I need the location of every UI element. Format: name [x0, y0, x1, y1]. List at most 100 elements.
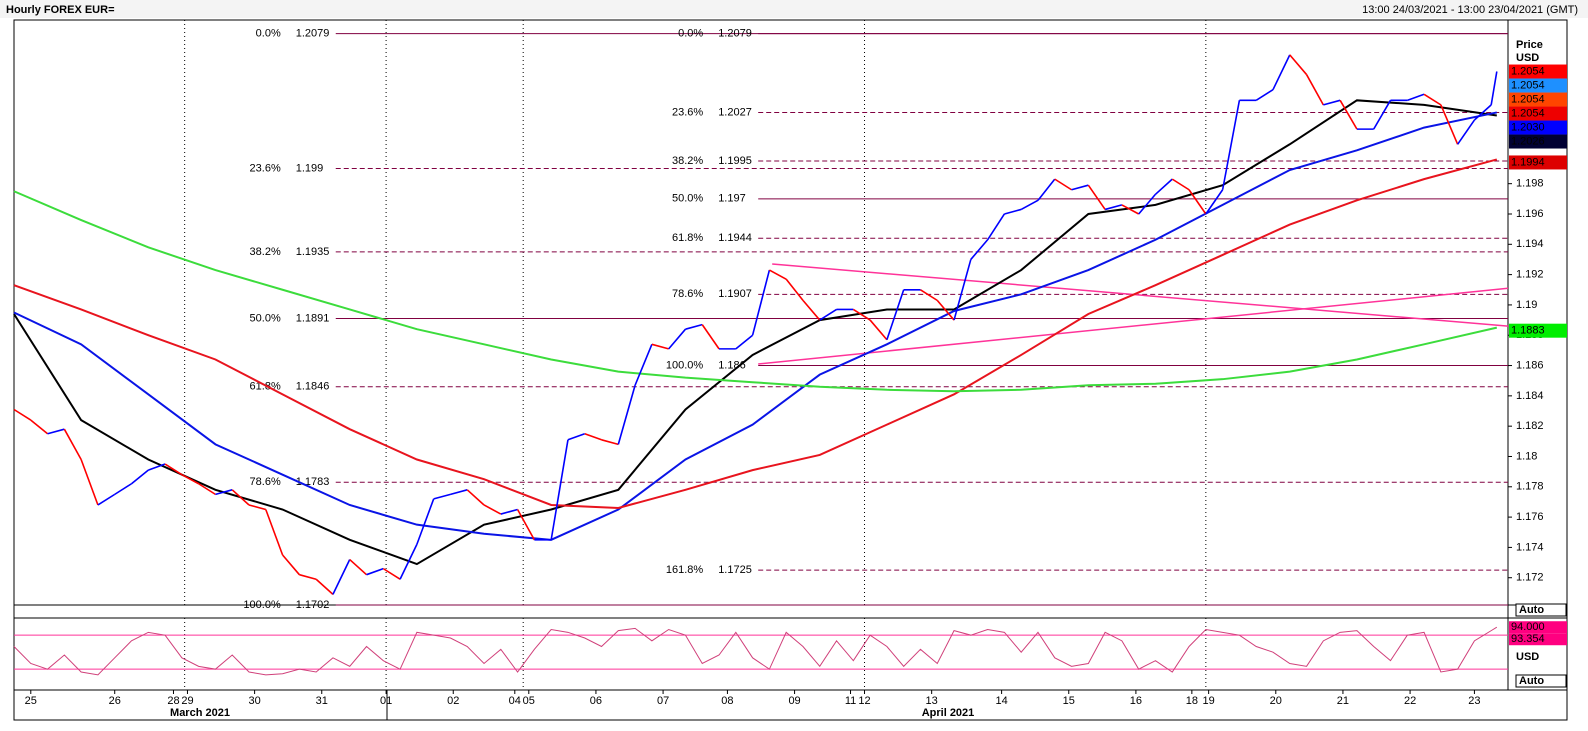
fib-value: 1.1846 — [296, 381, 330, 393]
frame — [13, 19, 1568, 721]
x-tick-label: 14 — [995, 695, 1007, 707]
price-move — [416, 498, 435, 545]
auto-button[interactable] — [1515, 603, 1567, 617]
price-move — [1305, 74, 1325, 106]
x-tick-label: 06 — [590, 695, 602, 707]
price-move — [1423, 93, 1442, 106]
price-move — [399, 544, 418, 580]
fib-value: 1.1995 — [718, 155, 752, 167]
price-tag-label: 1.2030 — [1511, 121, 1545, 133]
price-move — [651, 343, 669, 350]
y-tick-label: 1.176 — [1516, 511, 1544, 523]
y-tick-label: 1.186 — [1516, 359, 1544, 371]
y-tick-label: 1.19 — [1516, 299, 1537, 311]
fib-value: 1.2027 — [718, 106, 752, 118]
price-move — [265, 509, 284, 556]
y-tick-label: 1.182 — [1516, 420, 1544, 432]
price-move — [802, 299, 821, 321]
price-move — [231, 489, 250, 506]
price-move — [785, 278, 804, 301]
price-move — [97, 493, 116, 506]
currency-label: USD — [1516, 52, 1539, 64]
price-move — [281, 554, 300, 576]
price-move — [483, 504, 502, 515]
chart-subtitle: 13:00 24/03/2021 - 13:00 23/04/2021 (GMT… — [1362, 4, 1578, 16]
fib-value: 1.1944 — [718, 232, 752, 244]
auto-label[interactable]: Auto — [1519, 675, 1544, 687]
auto-label[interactable]: Auto — [1519, 604, 1544, 616]
x-tick-label: 02 — [447, 695, 459, 707]
price-tag-label: 1.2054 — [1511, 107, 1545, 119]
price-move — [433, 493, 451, 500]
price-move — [1289, 54, 1308, 76]
auto-button[interactable] — [1515, 674, 1567, 688]
month-label: April 2021 — [922, 707, 975, 719]
fib-pct: 61.8% — [672, 232, 703, 244]
price-tag-label: 1.2054 — [1511, 93, 1545, 105]
x-tick-label: 21 — [1337, 695, 1349, 707]
fib-value: 1.186 — [718, 359, 746, 371]
price-move — [131, 469, 149, 485]
y-tick-label: 1.194 — [1516, 238, 1544, 250]
x-tick-label: 19 — [1203, 695, 1215, 707]
price-move — [1323, 99, 1341, 106]
price-move — [936, 299, 955, 321]
price-move — [617, 385, 636, 445]
price-move — [1440, 104, 1459, 145]
price-move — [1004, 208, 1022, 215]
price-move — [1407, 93, 1425, 102]
price-move — [567, 432, 586, 441]
price-move — [349, 558, 368, 576]
oscillator-line — [13, 626, 1498, 676]
price-tag — [1509, 64, 1567, 79]
price-move — [1456, 119, 1476, 145]
fib-pct: 38.2% — [672, 155, 703, 167]
x-tick-label: 28 — [167, 695, 179, 707]
moving-average — [13, 190, 1498, 393]
price-tag — [1509, 134, 1567, 149]
x-tick-label: 25 — [25, 695, 37, 707]
price-tag — [1509, 323, 1567, 338]
x-tick-label: 31 — [316, 695, 328, 707]
x-tick-label: 13 — [926, 695, 938, 707]
price-move — [1054, 178, 1072, 191]
price-move — [769, 269, 787, 280]
y-tick-label: 1.18 — [1516, 450, 1537, 462]
price-tag-label: 1.2054 — [1511, 65, 1545, 77]
price-move — [315, 578, 334, 595]
fib-pct: 38.2% — [250, 246, 281, 258]
price-move — [1205, 189, 1224, 215]
month-label: March 2021 — [170, 707, 230, 719]
price-move — [1020, 199, 1039, 211]
trendline — [772, 263, 1509, 327]
price-tag — [1509, 120, 1567, 135]
fib-pct: 0.0% — [256, 28, 281, 40]
price-move — [852, 308, 871, 321]
x-tick-label: 22 — [1404, 695, 1416, 707]
price-move — [450, 489, 468, 496]
fib-value: 1.1935 — [296, 246, 330, 258]
x-tick-label: 11 — [845, 695, 856, 707]
osc-tag-label: 94.000 — [1511, 621, 1545, 633]
x-tick-label: 29 — [181, 695, 193, 707]
trendline — [758, 287, 1509, 365]
fib-pct: 100.0% — [243, 599, 281, 611]
price-move — [500, 508, 518, 515]
price-move — [1473, 104, 1492, 121]
price-move — [47, 428, 65, 435]
fib-value: 1.2079 — [718, 28, 752, 40]
price-move — [1138, 193, 1157, 215]
fib-value: 1.2079 — [296, 28, 330, 40]
price-move — [332, 559, 351, 595]
price-move — [953, 259, 972, 321]
x-tick-label: 07 — [657, 695, 669, 707]
x-tick-label: 18 — [1186, 695, 1198, 707]
price-move — [970, 239, 989, 260]
price-move — [1154, 178, 1173, 195]
price-move — [634, 344, 653, 386]
y-tick-label: 1.174 — [1516, 541, 1544, 553]
x-tick-label: 16 — [1130, 695, 1142, 707]
fib-pct: 78.6% — [672, 288, 703, 300]
fib-value: 1.1907 — [718, 288, 752, 300]
price-move — [1272, 54, 1291, 91]
